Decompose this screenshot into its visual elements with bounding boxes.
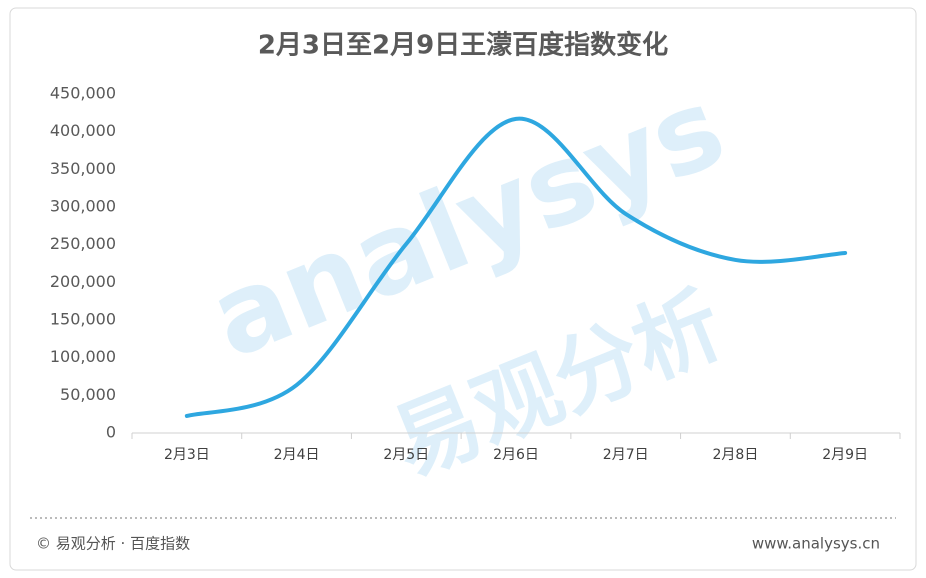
x-tick-label: 2月7日 (603, 447, 649, 463)
frame (9, 7, 917, 571)
y-tick-label: 100,000 (50, 347, 116, 366)
x-tick-label: 2月8日 (713, 447, 759, 463)
x-tick-label: 2月6日 (493, 447, 539, 463)
y-tick-label: 0 (106, 423, 116, 442)
y-tick-label: 300,000 (50, 197, 116, 216)
y-tick-label: 150,000 (50, 310, 116, 329)
y-tick-label: 250,000 (50, 234, 116, 253)
y-tick-label: 450,000 (50, 84, 116, 103)
line (184, 116, 848, 418)
x-tick-label: 2月3日 (164, 447, 210, 463)
y-tick-label: 200,000 (50, 272, 116, 291)
y-tick-label: 400,000 (50, 121, 116, 140)
footer-source: © 易观分析 · 百度指数 (36, 535, 190, 553)
y-tick-label: 350,000 (50, 159, 116, 178)
footer-site: www.analysys.cn (752, 535, 880, 553)
y-tick-label: 50,000 (60, 385, 116, 404)
chart-title: 2月3日至2月9日王濛百度指数变化 (258, 30, 668, 61)
x-tick-label: 2月4日 (274, 447, 320, 463)
x-tick-label: 2月5日 (383, 447, 429, 463)
x-tick-label: 2月9日 (822, 447, 868, 463)
